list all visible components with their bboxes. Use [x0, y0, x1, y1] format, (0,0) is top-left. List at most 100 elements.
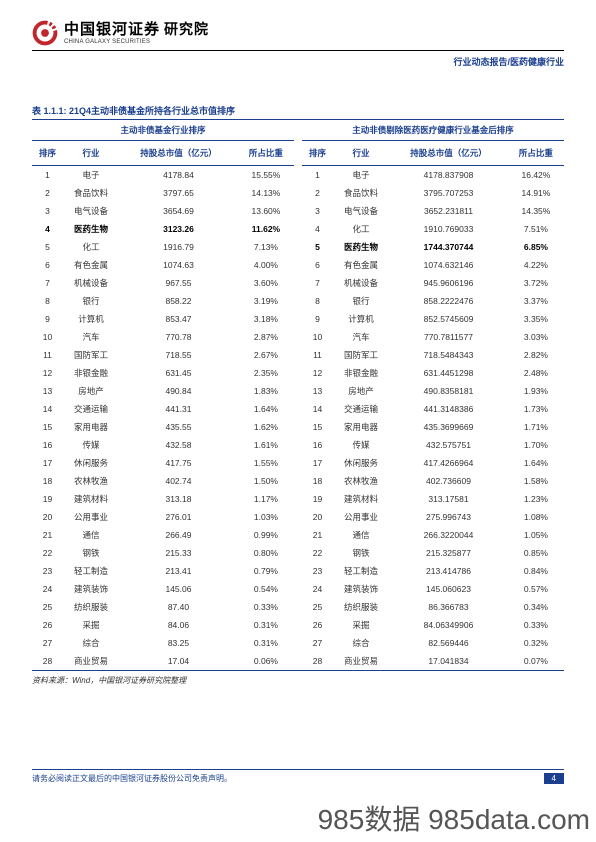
cell-rank: 28 [302, 652, 333, 670]
table-row: 22钢铁215.330.80% [32, 544, 294, 562]
cell-val: 313.18 [119, 490, 238, 508]
col-rank: 排序 [32, 141, 63, 166]
cell-pct: 13.60% [238, 202, 294, 220]
table-row: 19建筑材料313.181.17% [32, 490, 294, 508]
cell-val: 3123.26 [119, 220, 238, 238]
cell-rank: 10 [302, 328, 333, 346]
table-row: 24建筑装饰145.060.54% [32, 580, 294, 598]
cell-pct: 0.99% [238, 526, 294, 544]
table-row: 21通信266.32200441.05% [302, 526, 564, 544]
table-row: 17休闲服务417.751.55% [32, 454, 294, 472]
cell-val: 145.060623 [389, 580, 508, 598]
cell-ind: 采掘 [63, 616, 119, 634]
cell-ind: 国防军工 [333, 346, 389, 364]
cell-pct: 1.73% [508, 400, 564, 418]
cell-pct: 0.34% [508, 598, 564, 616]
col-industry: 行业 [333, 141, 389, 166]
cell-pct: 0.32% [508, 634, 564, 652]
cell-pct: 6.85% [508, 238, 564, 256]
cell-val: 432.575751 [389, 436, 508, 454]
cell-val: 84.06349906 [389, 616, 508, 634]
table-source: 资料来源：Wind，中国银河证券研究院整理 [32, 675, 564, 686]
cell-ind: 电子 [333, 166, 389, 185]
table-row: 16传媒432.581.61% [32, 436, 294, 454]
cell-pct: 14.35% [508, 202, 564, 220]
cell-rank: 2 [32, 184, 63, 202]
cell-ind: 农林牧渔 [333, 472, 389, 490]
table-row: 25纺织服装86.3667830.34% [302, 598, 564, 616]
cell-rank: 26 [302, 616, 333, 634]
table-row: 11国防军工718.552.67% [32, 346, 294, 364]
cell-ind: 通信 [63, 526, 119, 544]
cell-rank: 27 [32, 634, 63, 652]
cell-ind: 钢铁 [63, 544, 119, 562]
cell-rank: 26 [32, 616, 63, 634]
cell-rank: 19 [32, 490, 63, 508]
cell-rank: 24 [32, 580, 63, 598]
cell-val: 87.40 [119, 598, 238, 616]
table-row: 13房地产490.83581811.93% [302, 382, 564, 400]
table-row: 7机械设备967.553.60% [32, 274, 294, 292]
cell-val: 490.84 [119, 382, 238, 400]
right-group-header: 主动非债剔除医药医疗健康行业基金后排序 [302, 120, 564, 141]
cell-rank: 6 [302, 256, 333, 274]
cell-ind: 纺织服装 [63, 598, 119, 616]
cell-val: 631.45 [119, 364, 238, 382]
cell-val: 1744.370744 [389, 238, 508, 256]
cell-ind: 化工 [63, 238, 119, 256]
cell-rank: 9 [32, 310, 63, 328]
brand-name-en: CHINA GALAXY SECURITIES [64, 39, 209, 45]
cell-val: 402.74 [119, 472, 238, 490]
cell-ind: 房地产 [333, 382, 389, 400]
table-row: 27综合82.5694460.32% [302, 634, 564, 652]
cell-val: 215.325877 [389, 544, 508, 562]
cell-pct: 1.62% [238, 418, 294, 436]
table-row: 26采掘84.060.31% [32, 616, 294, 634]
cell-ind: 轻工制造 [333, 562, 389, 580]
cell-ind: 医药生物 [333, 238, 389, 256]
header-divider [32, 50, 564, 51]
cell-rank: 13 [302, 382, 333, 400]
cell-val: 3652.231811 [389, 202, 508, 220]
cell-pct: 4.22% [508, 256, 564, 274]
cell-val: 945.9606196 [389, 274, 508, 292]
cell-pct: 3.60% [238, 274, 294, 292]
cell-rank: 10 [32, 328, 63, 346]
cell-rank: 25 [32, 598, 63, 616]
cell-rank: 21 [32, 526, 63, 544]
cell-pct: 15.55% [238, 166, 294, 185]
cell-val: 402.736609 [389, 472, 508, 490]
page-number: 4 [544, 773, 564, 784]
cell-ind: 电气设备 [333, 202, 389, 220]
cell-pct: 0.33% [508, 616, 564, 634]
table-row: 4医药生物3123.2611.62% [32, 220, 294, 238]
col-pct: 所占比重 [508, 141, 564, 166]
cell-pct: 1.93% [508, 382, 564, 400]
cell-val: 441.3148386 [389, 400, 508, 418]
cell-ind: 综合 [63, 634, 119, 652]
disclaimer: 请务必阅读正文最后的中国银河证券股份公司免责声明。 [32, 773, 232, 784]
cell-rank: 23 [32, 562, 63, 580]
left-group-header: 主动非债基金行业排序 [32, 120, 294, 141]
cell-val: 213.414786 [389, 562, 508, 580]
cell-ind: 纺织服装 [333, 598, 389, 616]
watermark: 985数据 985data.com [318, 798, 590, 838]
cell-val: 275.996743 [389, 508, 508, 526]
cell-pct: 3.37% [508, 292, 564, 310]
table-row: 23轻工制造213.410.79% [32, 562, 294, 580]
cell-val: 770.78 [119, 328, 238, 346]
cell-pct: 7.13% [238, 238, 294, 256]
cell-val: 858.2222476 [389, 292, 508, 310]
cell-ind: 家用电器 [63, 418, 119, 436]
cell-val: 4178.837908 [389, 166, 508, 185]
table-row: 9计算机853.473.18% [32, 310, 294, 328]
table-row: 23轻工制造213.4147860.84% [302, 562, 564, 580]
cell-ind: 计算机 [63, 310, 119, 328]
cell-pct: 0.54% [238, 580, 294, 598]
cell-rank: 12 [302, 364, 333, 382]
cell-pct: 0.84% [508, 562, 564, 580]
table-row: 18农林牧渔402.7366091.58% [302, 472, 564, 490]
cell-pct: 0.07% [508, 652, 564, 670]
cell-val: 852.5745609 [389, 310, 508, 328]
cell-val: 82.569446 [389, 634, 508, 652]
